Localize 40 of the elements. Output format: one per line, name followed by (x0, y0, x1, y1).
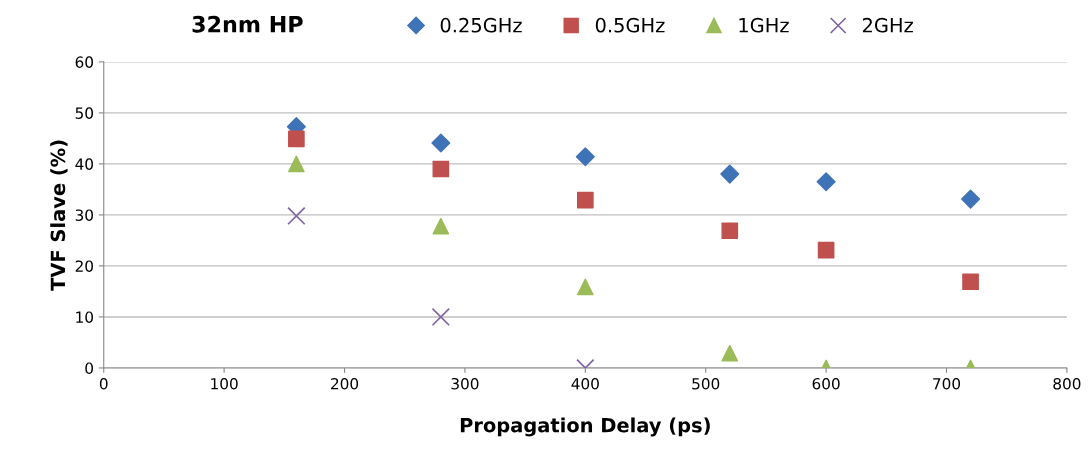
y-tick-label: 40 (75, 158, 93, 170)
point (431, 307, 451, 327)
x-tick-label: 600 (812, 377, 840, 390)
point (817, 241, 835, 259)
point (961, 189, 981, 209)
point (721, 222, 739, 240)
point (432, 217, 450, 235)
point (432, 160, 450, 178)
x-tick-label: 200 (331, 377, 359, 390)
point (720, 164, 740, 184)
y-tick-label: 60 (75, 56, 93, 68)
legend-label: 0.5GHz (595, 17, 665, 33)
y-tick-label: 30 (75, 209, 93, 221)
x-tick-label: 500 (692, 377, 720, 390)
point (575, 147, 595, 167)
point (576, 191, 594, 209)
y-tick-label: 0 (85, 362, 93, 374)
point (288, 130, 305, 148)
x-tick-label: 300 (451, 377, 479, 390)
x-tick-label: 400 (571, 377, 599, 390)
x-tick-label: 700 (933, 377, 961, 390)
point (576, 278, 594, 296)
legend-label: 1GHz (739, 17, 789, 33)
point (962, 273, 979, 291)
point (287, 206, 306, 226)
x-tick-label: 0 (99, 377, 108, 390)
chart-title: 32nm HP (192, 15, 303, 33)
point (816, 172, 836, 192)
x-tick-label: 800 (1053, 377, 1081, 390)
y-tick-label: 20 (75, 260, 93, 272)
x-tick-label: 100 (211, 377, 238, 390)
point (721, 344, 739, 362)
point (288, 155, 305, 173)
y-tick-label: 10 (76, 311, 93, 323)
point (431, 133, 451, 153)
legend-label: 2GHz (862, 17, 913, 33)
y-axis-title: TVF Slave (%) (50, 140, 68, 291)
x-axis-title: Propagation Delay (ps) (460, 417, 710, 437)
y-tick-label: 50 (75, 107, 93, 119)
legend-label: 0.25GHz (440, 17, 522, 33)
